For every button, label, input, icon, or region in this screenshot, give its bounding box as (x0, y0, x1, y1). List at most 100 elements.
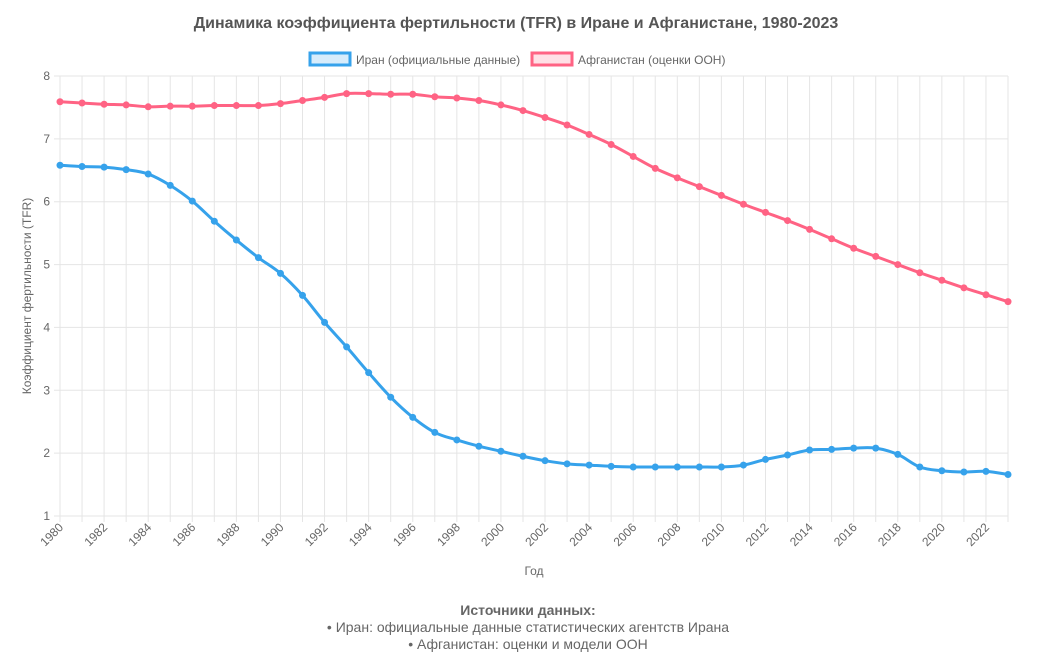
data-point[interactable] (629, 463, 637, 471)
data-point[interactable] (365, 90, 373, 98)
data-point[interactable] (453, 436, 461, 444)
data-point[interactable] (321, 318, 329, 326)
data-point[interactable] (1004, 298, 1012, 306)
data-point[interactable] (717, 463, 725, 471)
data-point[interactable] (254, 254, 262, 262)
data-point[interactable] (960, 468, 968, 476)
x-tick-label: 2006 (611, 520, 640, 549)
data-point[interactable] (519, 107, 527, 115)
data-point[interactable] (916, 463, 924, 471)
source-iran: • Иран: официальные данные статистически… (326, 619, 730, 635)
data-point[interactable] (651, 463, 659, 471)
data-point[interactable] (850, 244, 858, 252)
data-point[interactable] (585, 461, 593, 469)
data-point[interactable] (872, 444, 880, 452)
data-point[interactable] (607, 141, 615, 149)
x-tick-label: 1996 (390, 520, 419, 549)
data-point[interactable] (188, 197, 196, 205)
data-point[interactable] (365, 369, 373, 377)
data-point[interactable] (761, 208, 769, 216)
data-point[interactable] (850, 444, 858, 452)
data-point[interactable] (673, 174, 681, 182)
x-tick-label: 2008 (655, 520, 684, 549)
data-point[interactable] (232, 102, 240, 110)
data-point[interactable] (982, 291, 990, 299)
data-point[interactable] (673, 463, 681, 471)
data-point[interactable] (210, 102, 218, 110)
x-tick-label: 2012 (743, 520, 772, 549)
data-point[interactable] (299, 97, 307, 105)
data-point[interactable] (761, 455, 769, 463)
data-point[interactable] (453, 94, 461, 102)
data-point[interactable] (806, 446, 814, 454)
data-point[interactable] (497, 101, 505, 109)
data-point[interactable] (563, 460, 571, 468)
data-point[interactable] (387, 393, 395, 401)
data-point[interactable] (585, 130, 593, 138)
data-point[interactable] (144, 170, 152, 178)
data-point[interactable] (894, 450, 902, 458)
data-point[interactable] (894, 261, 902, 269)
data-point[interactable] (343, 90, 351, 98)
data-point[interactable] (938, 467, 946, 475)
data-point[interactable] (166, 102, 174, 110)
data-point[interactable] (806, 225, 814, 233)
data-point[interactable] (210, 217, 218, 225)
data-point[interactable] (100, 100, 108, 108)
data-point[interactable] (872, 252, 880, 260)
data-point[interactable] (78, 163, 86, 171)
data-point[interactable] (299, 291, 307, 299)
data-point[interactable] (938, 276, 946, 284)
data-point[interactable] (497, 447, 505, 455)
data-point[interactable] (475, 97, 483, 105)
data-point[interactable] (409, 90, 417, 98)
data-point[interactable] (541, 113, 549, 121)
data-point[interactable] (563, 121, 571, 129)
data-point[interactable] (784, 451, 792, 459)
legend-label[interactable]: Афганистан (оценки ООН) (578, 53, 725, 67)
data-point[interactable] (166, 181, 174, 189)
data-point[interactable] (100, 163, 108, 171)
data-point[interactable] (916, 269, 924, 277)
data-point[interactable] (739, 200, 747, 208)
data-point[interactable] (828, 235, 836, 243)
data-point[interactable] (607, 462, 615, 470)
data-point[interactable] (409, 413, 417, 421)
data-point[interactable] (739, 461, 747, 469)
data-point[interactable] (519, 452, 527, 460)
legend-label[interactable]: Иран (официальные данные) (356, 53, 520, 67)
data-point[interactable] (784, 217, 792, 225)
data-point[interactable] (717, 191, 725, 199)
data-point[interactable] (828, 445, 836, 453)
y-tick-label: 6 (43, 195, 50, 209)
chart-title: Динамика коэффициента фертильности (TFR)… (194, 15, 839, 32)
x-tick-label: 2004 (566, 520, 595, 549)
data-point[interactable] (254, 102, 262, 110)
data-point[interactable] (78, 99, 86, 107)
data-point[interactable] (982, 467, 990, 475)
data-point[interactable] (188, 102, 196, 110)
data-point[interactable] (960, 284, 968, 292)
data-point[interactable] (56, 98, 64, 106)
data-point[interactable] (232, 236, 240, 244)
y-tick-label: 5 (43, 258, 50, 272)
data-point[interactable] (144, 103, 152, 111)
data-point[interactable] (475, 442, 483, 450)
data-point[interactable] (122, 101, 130, 109)
data-point[interactable] (695, 463, 703, 471)
data-point[interactable] (431, 93, 439, 101)
data-point[interactable] (1004, 471, 1012, 479)
data-point[interactable] (651, 164, 659, 172)
data-point[interactable] (276, 269, 284, 277)
chart-grid (54, 75, 1009, 522)
data-point[interactable] (695, 183, 703, 191)
data-point[interactable] (56, 161, 64, 169)
data-point[interactable] (276, 100, 284, 108)
data-point[interactable] (629, 152, 637, 160)
data-point[interactable] (321, 93, 329, 101)
data-point[interactable] (122, 166, 130, 174)
data-point[interactable] (343, 343, 351, 351)
data-point[interactable] (387, 90, 395, 98)
data-point[interactable] (431, 428, 439, 436)
data-point[interactable] (541, 457, 549, 465)
